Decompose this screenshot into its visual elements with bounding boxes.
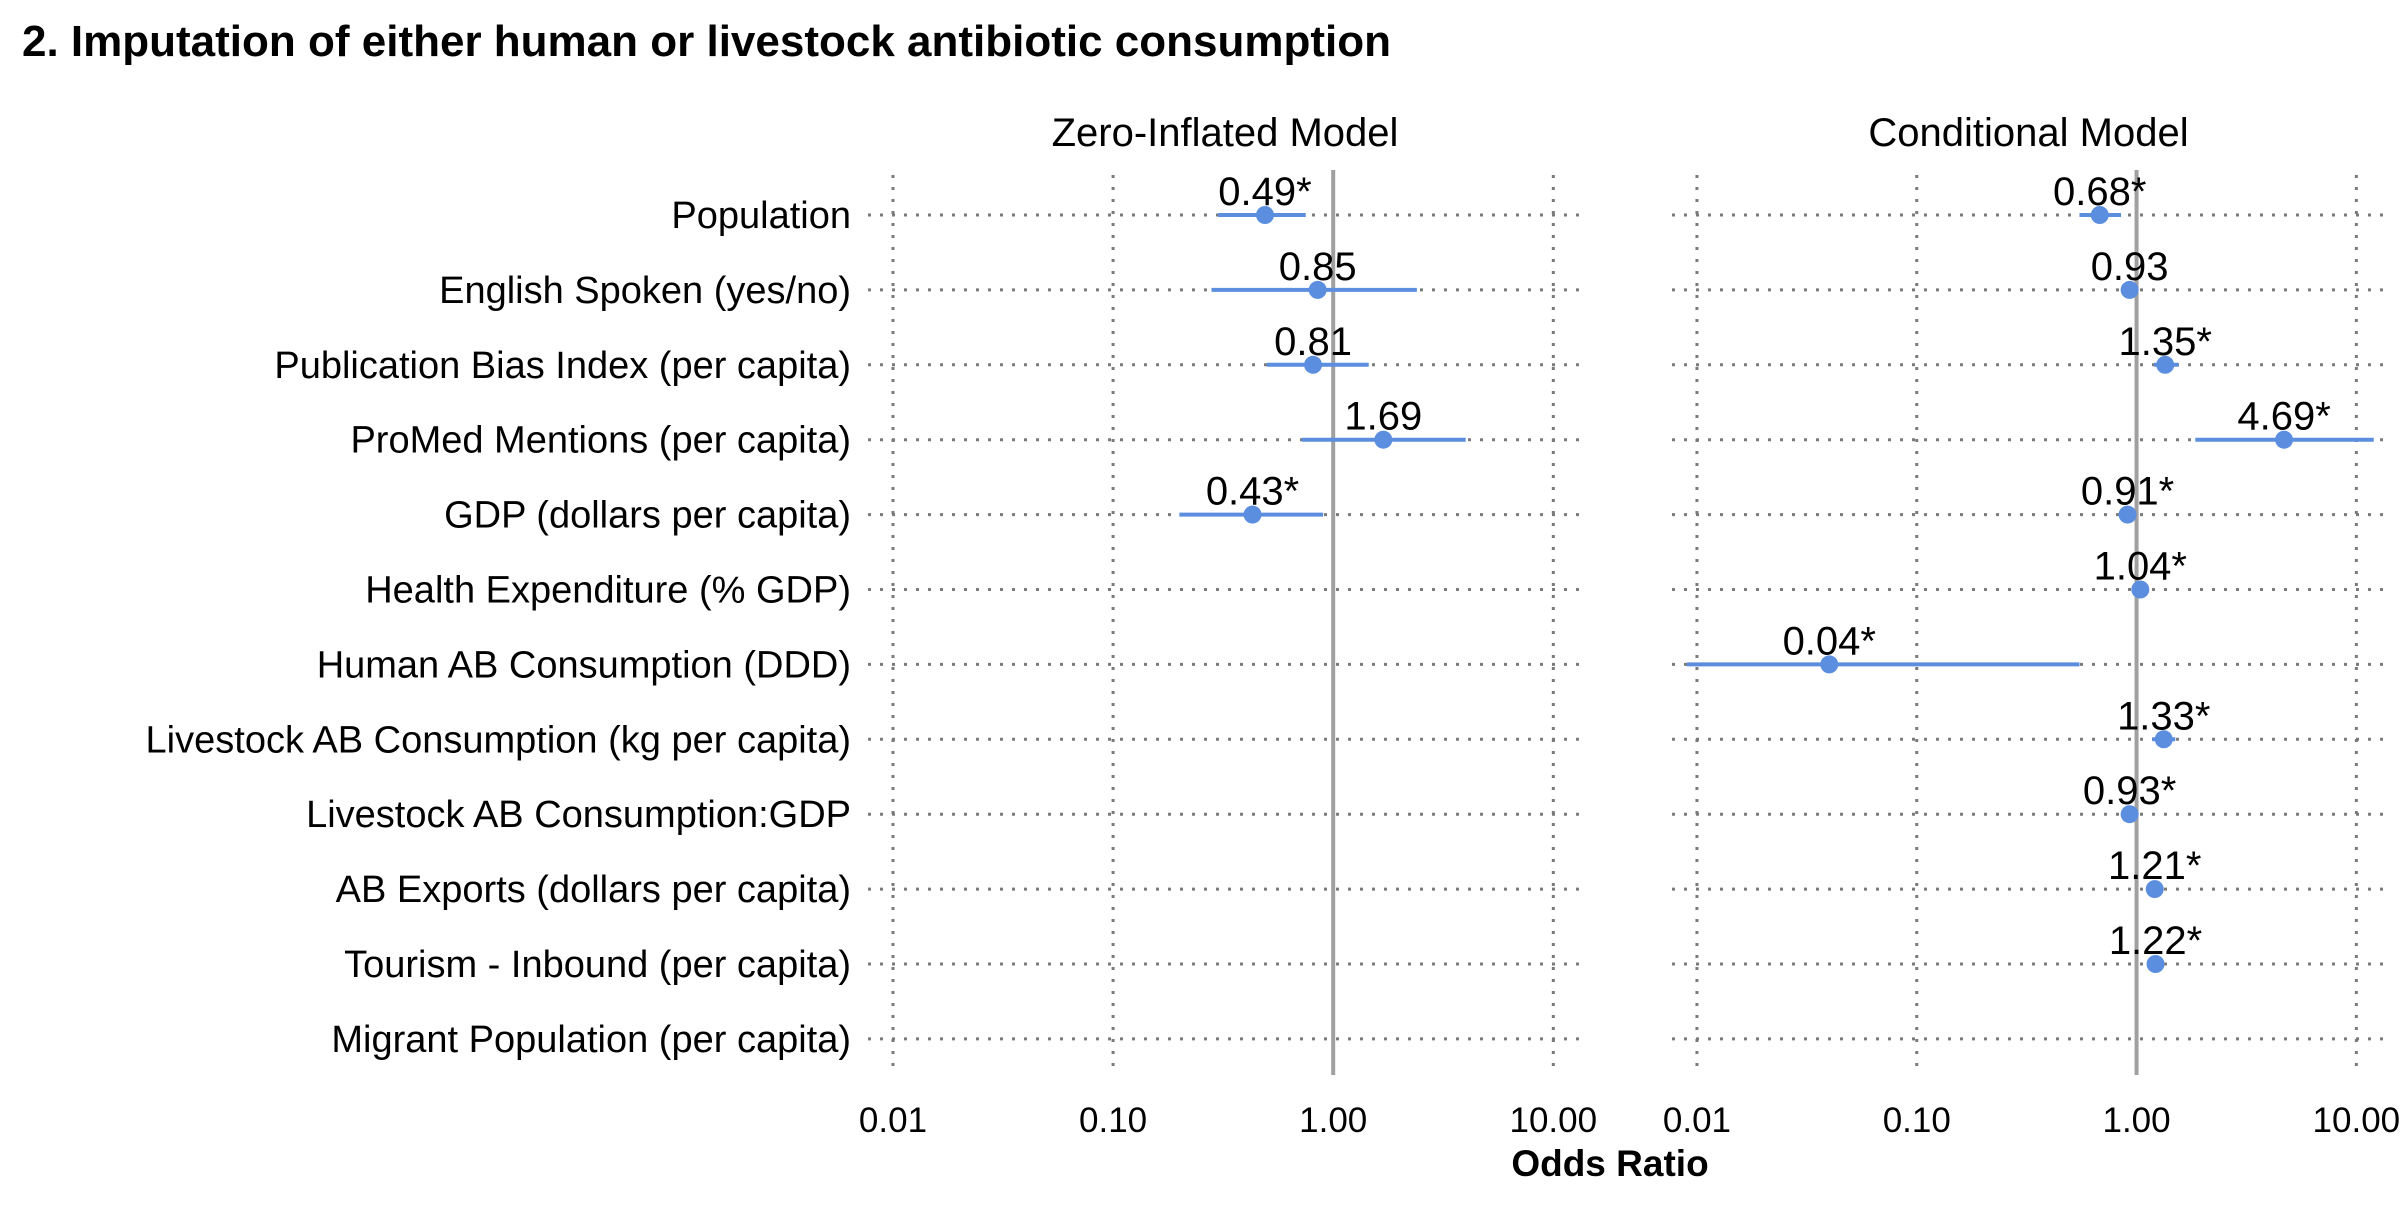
estimate-point (2131, 580, 2150, 599)
row-label: Livestock AB Consumption (kg per capita) (146, 719, 851, 761)
value-label: 0.68* (2053, 170, 2146, 214)
value-label: 0.85 (1279, 245, 1357, 289)
value-label: 1.35* (2118, 320, 2211, 364)
x-tick-label: 10.00 (2313, 1101, 2400, 1140)
value-label: 0.93 (2091, 245, 2169, 289)
panel-title: Zero-Inflated Model (1052, 111, 1399, 155)
estimate-point (2156, 355, 2175, 374)
estimate-point (1243, 505, 1262, 524)
x-tick-label: 0.10 (1079, 1101, 1147, 1140)
estimate-point (2118, 505, 2137, 524)
estimate-point (2146, 955, 2165, 973)
estimate-point (1374, 430, 1393, 449)
x-tick-label: 0.10 (1883, 1101, 1951, 1140)
value-label: 0.43* (1206, 470, 1299, 514)
row-label: Population (671, 195, 851, 237)
row-label: Migrant Population (per capita) (331, 1019, 851, 1061)
row-labels: Population English Spoken (yes/no) Publica… (146, 195, 851, 1061)
estimate-point (2120, 280, 2139, 299)
value-label: 4.69* (2237, 395, 2330, 439)
row-label: Tourism - Inbound (per capita) (344, 944, 851, 986)
x-axis-title: Odds Ratio (1511, 1143, 1708, 1184)
x-tick-label: 1.00 (1299, 1101, 1367, 1140)
row-label: Human AB Consumption (DDD) (317, 644, 851, 686)
panel: Conditional Model 0.01 0.10 1.00 10.00 0.68* 0… (1663, 111, 2400, 1140)
value-label: 0.91* (2081, 470, 2174, 514)
estimate-point (2275, 430, 2294, 449)
value-label: 1.21* (2108, 844, 2201, 888)
value-label: 0.93* (2083, 769, 2176, 813)
row-label: AB Exports (dollars per capita) (336, 869, 851, 911)
estimate-point (1308, 280, 1327, 299)
estimate-point (2154, 730, 2173, 749)
row-label: Livestock AB Consumption:GDP (306, 794, 851, 836)
estimate-point (1304, 355, 1323, 374)
value-label: 1.04* (2094, 545, 2187, 589)
x-tick-label: 0.01 (859, 1101, 927, 1140)
value-label: 0.04* (1783, 619, 1876, 663)
estimate-point (2120, 805, 2139, 824)
row-label: English Spoken (yes/no) (439, 270, 851, 312)
x-tick-label: 0.01 (1663, 1101, 1731, 1140)
panel-title: Conditional Model (1868, 111, 2188, 155)
estimate-point (1256, 206, 1275, 224)
estimate-point (2090, 206, 2109, 224)
value-label: 0.81 (1274, 320, 1352, 364)
estimate-point (2145, 880, 2164, 899)
row-label: Health Expenditure (% GDP) (365, 570, 851, 612)
estimate-point (1820, 655, 1839, 674)
x-tick-label: 1.00 (2102, 1101, 2170, 1140)
value-label: 1.69 (1344, 395, 1422, 439)
x-tick-label: 10.00 (1510, 1101, 1598, 1140)
value-label: 1.22* (2109, 919, 2202, 963)
panel: Zero-Inflated Model 0.01 0.10 1.00 10.00 0.49… (859, 111, 1597, 1140)
panels: Zero-Inflated Model 0.01 0.10 1.00 10.00 0.49… (859, 111, 2400, 1140)
value-label: 1.33* (2117, 694, 2210, 738)
row-label: GDP (dollars per capita) (444, 495, 851, 537)
row-label: Publication Bias Index (per capita) (274, 345, 851, 387)
value-label: 0.49* (1218, 170, 1311, 214)
row-label: ProMed Mentions (per capita) (350, 420, 851, 462)
chart-title: 2. Imputation of either human or livesto… (22, 17, 1391, 66)
